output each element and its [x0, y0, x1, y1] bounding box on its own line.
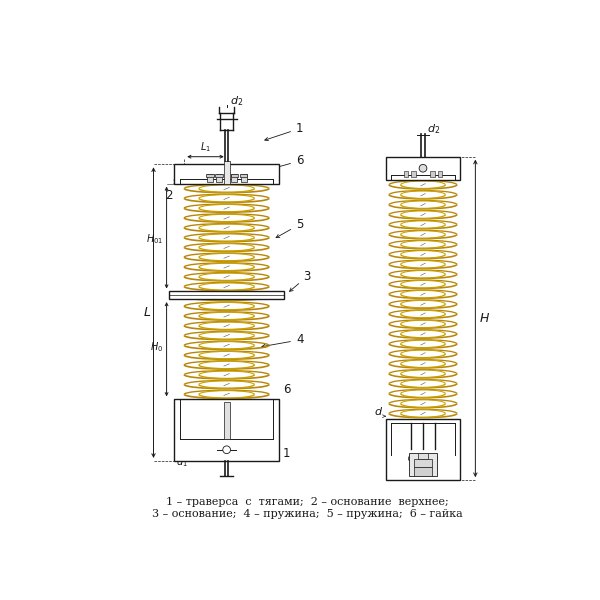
Text: 6: 6 — [283, 383, 290, 396]
Bar — [412, 172, 416, 178]
Bar — [430, 172, 434, 178]
Bar — [215, 173, 223, 178]
Text: 1: 1 — [265, 122, 304, 140]
Circle shape — [409, 455, 415, 461]
Bar — [231, 175, 238, 182]
Text: $d_2$: $d_2$ — [230, 94, 244, 108]
Circle shape — [431, 455, 437, 461]
Bar — [224, 161, 230, 184]
Bar — [206, 175, 213, 182]
Text: 1: 1 — [283, 447, 290, 460]
Bar — [216, 175, 222, 182]
Bar — [386, 157, 460, 180]
Bar — [240, 173, 247, 178]
Circle shape — [223, 446, 230, 454]
Bar — [206, 173, 214, 178]
Bar — [174, 164, 279, 184]
Text: $L_1$: $L_1$ — [200, 140, 211, 154]
Circle shape — [419, 164, 427, 172]
Text: $H_0$: $H_0$ — [150, 340, 164, 354]
Text: 5: 5 — [276, 218, 304, 238]
Bar — [414, 460, 432, 467]
Bar — [414, 467, 432, 476]
Bar — [386, 419, 460, 480]
Bar — [404, 172, 409, 178]
Text: $d_1$: $d_1$ — [176, 455, 188, 469]
Circle shape — [420, 455, 426, 461]
Bar — [230, 173, 238, 178]
Text: $H_{01}$: $H_{01}$ — [146, 233, 164, 247]
Bar — [241, 175, 247, 182]
Text: 4: 4 — [262, 334, 304, 347]
Bar — [409, 453, 437, 476]
Bar — [174, 399, 279, 461]
Bar — [418, 453, 428, 460]
Text: L: L — [144, 306, 151, 319]
Text: 1 – траверса  с  тягами;  2 – основание  верхнее;: 1 – траверса с тягами; 2 – основание вер… — [166, 497, 449, 506]
Text: 2: 2 — [165, 178, 177, 202]
Text: $d$: $d$ — [374, 406, 383, 418]
Text: 3 – основание;  4 – пружина;  5 – пружина;  6 – гайка: 3 – основание; 4 – пружина; 5 – пружина;… — [152, 509, 463, 519]
Text: H: H — [480, 312, 490, 325]
Text: 6: 6 — [255, 154, 304, 174]
Bar — [169, 292, 284, 299]
Text: $d_2$: $d_2$ — [427, 122, 440, 136]
Bar — [437, 172, 442, 178]
Text: $L_2$: $L_2$ — [221, 449, 232, 463]
Text: 3: 3 — [290, 270, 311, 292]
Bar — [224, 403, 230, 439]
